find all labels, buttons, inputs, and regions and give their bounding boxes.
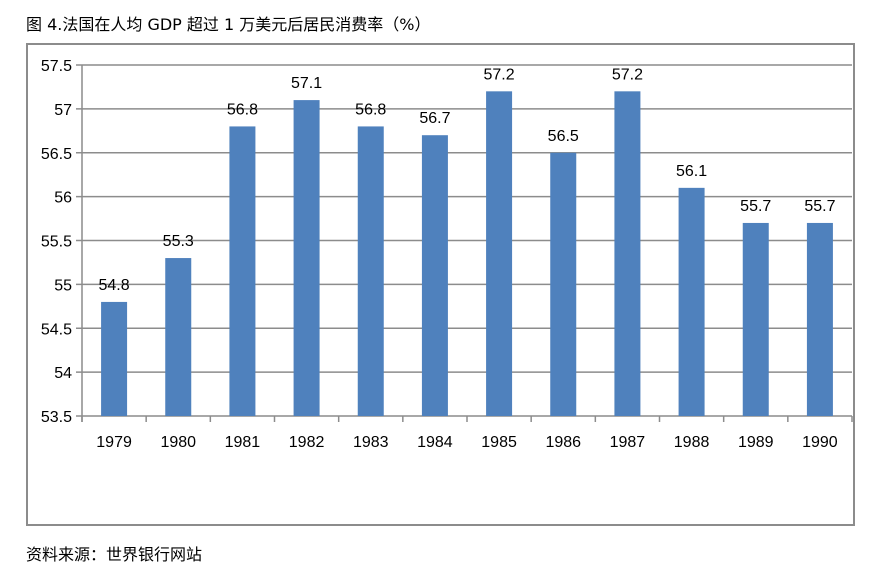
- data-label: 57.2: [484, 66, 515, 83]
- data-label: 56.8: [227, 101, 258, 118]
- data-label: 57.1: [291, 75, 322, 92]
- x-tick-label: 1980: [160, 434, 196, 451]
- y-tick-label: 54.5: [41, 321, 72, 338]
- bar: [229, 126, 256, 417]
- y-tick-label: 55.5: [41, 234, 72, 251]
- x-tick-label: 1982: [289, 434, 325, 451]
- bar: [293, 100, 320, 416]
- bar: [101, 301, 128, 416]
- data-label: 56.1: [676, 163, 707, 180]
- bar: [165, 258, 192, 416]
- data-label: 55.7: [804, 198, 835, 215]
- data-label: 55.7: [740, 198, 771, 215]
- chart-frame: [26, 43, 855, 526]
- y-tick-label: 53.5: [41, 409, 72, 426]
- data-label: 54.8: [99, 277, 130, 294]
- data-label: 55.3: [163, 233, 194, 250]
- y-tick-label: 56.5: [41, 146, 72, 163]
- bar: [421, 135, 448, 416]
- y-tick-label: 55: [54, 277, 72, 294]
- bar: [486, 91, 513, 416]
- chart-title: 图 4.法国在人均 GDP 超过 1 万美元后居民消费率（%）: [26, 15, 431, 34]
- source-note: 资料来源：世界银行网站: [26, 545, 203, 564]
- x-tick-label: 1983: [353, 434, 389, 451]
- y-tick-label: 54: [54, 365, 72, 382]
- x-tick-label: 1986: [545, 434, 581, 451]
- data-label: 56.8: [355, 101, 386, 118]
- bar: [678, 187, 705, 416]
- x-tick-label: 1981: [225, 434, 261, 451]
- bar: [357, 126, 384, 417]
- data-label: 56.5: [548, 128, 579, 145]
- y-tick-label: 56: [54, 190, 72, 207]
- y-tick-label: 57.5: [41, 58, 72, 75]
- bar: [614, 91, 641, 416]
- x-tick-label: 1989: [738, 434, 774, 451]
- bar: [806, 222, 833, 416]
- bar: [742, 222, 769, 416]
- x-tick-label: 1990: [802, 434, 838, 451]
- data-label: 57.2: [612, 66, 643, 83]
- x-tick-label: 1987: [610, 434, 646, 451]
- bar: [550, 152, 577, 416]
- x-tick-label: 1985: [481, 434, 517, 451]
- data-label: 56.7: [419, 110, 450, 127]
- x-tick-label: 1984: [417, 434, 453, 451]
- x-tick-label: 1979: [96, 434, 132, 451]
- x-tick-label: 1988: [674, 434, 710, 451]
- y-tick-label: 57: [54, 102, 72, 119]
